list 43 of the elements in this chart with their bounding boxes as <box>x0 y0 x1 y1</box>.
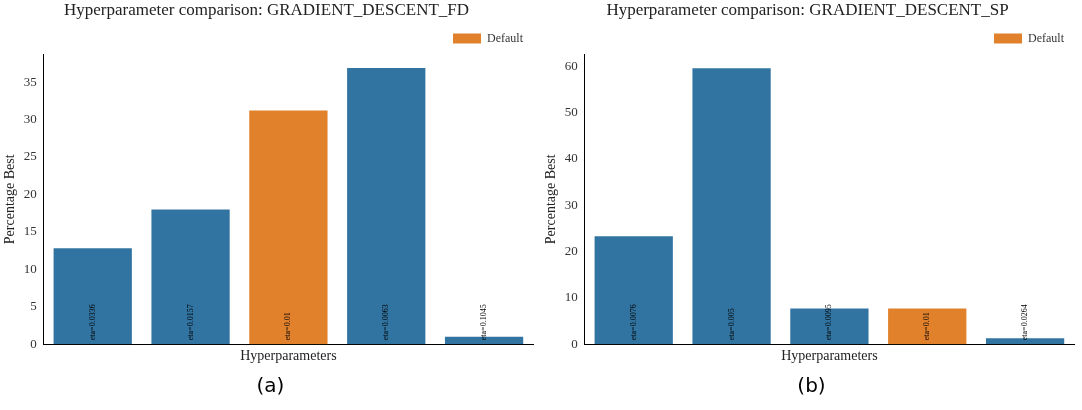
x-tick-label: eta=0.1045 <box>479 304 489 341</box>
y-axis-title: Percentage Best <box>2 154 18 245</box>
y-tick-label: 50 <box>564 104 578 120</box>
y-tick-label: 0 <box>571 335 578 351</box>
chart-title: Hyperparameter comparison: GRADIENT_DESCENT_SP <box>606 0 1009 19</box>
bar <box>53 248 132 345</box>
y-tick-label: 10 <box>23 260 37 276</box>
legend-label: Default <box>487 30 524 45</box>
text: (b) <box>796 373 827 397</box>
y-tick-label: 60 <box>564 57 578 73</box>
x-tick-label: eta=0.0264 <box>1020 304 1030 341</box>
y-tick-label: 35 <box>23 73 37 89</box>
y-tick-label: 10 <box>564 289 578 305</box>
y-tick-label: 20 <box>23 185 37 201</box>
x-axis-title: Hyperparameters <box>240 348 337 364</box>
y-axis-title: Percentage Best <box>543 154 559 245</box>
x-tick-label: eta=0.0076 <box>628 304 638 341</box>
bar <box>249 110 328 345</box>
y-tick-label: 30 <box>564 196 578 212</box>
x-tick-label: eta=0.0157 <box>185 304 195 341</box>
x-tick-label: eta=0.01 <box>922 312 932 341</box>
x-axis-title: Hyperparameters <box>781 348 878 364</box>
y-tick-label: 5 <box>30 298 37 314</box>
x-tick-label: eta=0.01 <box>283 312 293 341</box>
bar <box>347 67 426 345</box>
y-tick-label: 30 <box>23 110 37 126</box>
y-tick-label: 0 <box>30 335 37 351</box>
bar <box>151 209 230 345</box>
bar <box>888 308 967 345</box>
x-tick-label: eta=0.005 <box>726 308 736 341</box>
bar <box>692 68 771 345</box>
y-tick-label: 25 <box>23 148 37 164</box>
x-tick-label: eta=0.0095 <box>824 304 834 341</box>
text: (a) <box>255 373 286 397</box>
bar <box>985 338 1065 345</box>
x-tick-label: eta=0.0063 <box>381 304 391 341</box>
x-tick-label: eta=0.0336 <box>87 304 97 341</box>
y-tick-label: 40 <box>564 150 578 166</box>
y-tick-label: 20 <box>564 243 578 259</box>
y-tick-label: 15 <box>23 223 37 239</box>
legend-label: Default <box>1028 30 1065 45</box>
chart-title: Hyperparameter comparison: GRADIENT_DESCENT_FD <box>63 0 470 19</box>
bar <box>594 236 673 345</box>
